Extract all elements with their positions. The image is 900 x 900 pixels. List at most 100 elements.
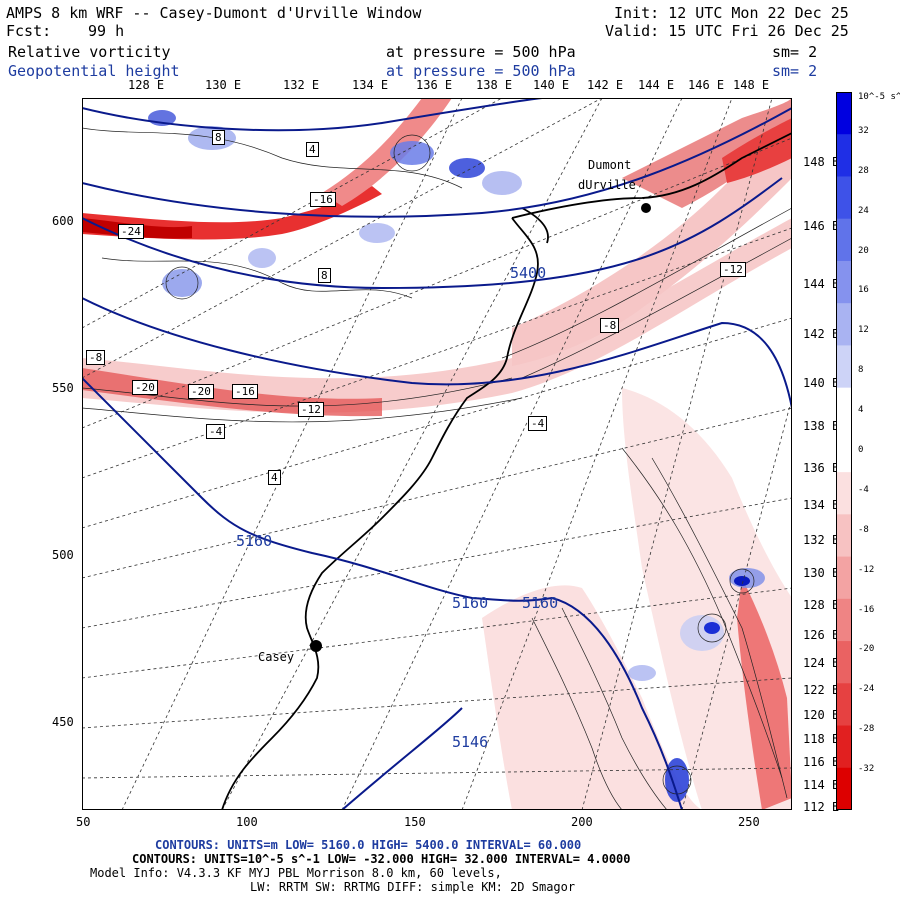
station-label-durville: dUrville <box>578 178 636 192</box>
top-lon-label: 142 E <box>587 78 624 92</box>
colorbar-tick-label: -32 <box>858 764 875 775</box>
right-lon-label: 134 E <box>803 498 840 512</box>
colorbar-tick-label: -28 <box>858 724 875 735</box>
right-lon-label: 128 E <box>803 598 840 612</box>
vorticity-label: -20 <box>188 384 214 399</box>
plot-title: AMPS 8 km WRF -- Casey-Dumont d'Urville … <box>6 4 422 22</box>
top-lon-label: 134 E <box>352 78 389 92</box>
left-tick-label: 450 <box>52 715 74 729</box>
right-lon-label: 118 E <box>803 732 840 746</box>
right-lon-label: 120 E <box>803 708 840 722</box>
vorticity-label: -12 <box>298 402 324 417</box>
colorbar-cell <box>836 472 852 515</box>
vorticity-label: -8 <box>600 318 620 333</box>
vorticity-label: 4 <box>306 142 319 157</box>
right-lon-label: 136 E <box>803 461 840 475</box>
colorbar-tick-label: 28 <box>858 165 869 176</box>
bottom-tick-label: 100 <box>236 815 258 829</box>
height-contour-label: 5160 <box>452 594 489 612</box>
height-contour-label: 5160 <box>236 532 273 550</box>
vorticity-label: 8 <box>318 268 331 283</box>
colorbar-cell <box>836 260 852 304</box>
height-contour-label: 5146 <box>452 733 489 751</box>
colorbar-tick-label: -24 <box>858 684 875 695</box>
colorbar-unit: 10^-5 s^-1 <box>858 92 900 102</box>
colorbar-cell <box>836 767 852 810</box>
right-lon-label: 122 E <box>803 683 840 697</box>
footer-physics: LW: RRTM SW: RRTMG DIFF: simple KM: 2D S… <box>250 880 576 894</box>
field1-smoothing: sm= 2 <box>772 43 818 61</box>
colorbar-cell <box>836 514 852 558</box>
colorbar-tick-label: -20 <box>858 644 875 655</box>
vorticity-label: -16 <box>232 384 258 399</box>
right-lon-label: 116 E <box>803 755 840 769</box>
field2-level: at pressure = 500 hPa <box>386 62 576 80</box>
bottom-tick-label: 200 <box>571 815 593 829</box>
casey-station-marker <box>310 640 322 652</box>
right-lon-label: 138 E <box>803 419 840 433</box>
top-lon-label: 146 E <box>688 78 725 92</box>
right-lon-label: 124 E <box>803 656 840 670</box>
colorbar-cell <box>836 725 852 769</box>
colorbar-tick-label: 20 <box>858 245 869 256</box>
top-lon-label: 130 E <box>205 78 242 92</box>
valid-time: Valid: 15 UTC Fri 26 Dec 25 <box>605 22 849 40</box>
init-time: Init: 12 UTC Mon 22 Dec 25 <box>614 4 849 22</box>
top-lon-label: 140 E <box>533 78 570 92</box>
right-lon-label: 114 E <box>803 778 840 792</box>
top-lon-label: 132 E <box>283 78 320 92</box>
left-tick-label: 500 <box>52 548 74 562</box>
colorbar-cell <box>836 218 852 262</box>
colorbar-cell <box>836 345 852 389</box>
vorticity-label: 8 <box>212 130 225 145</box>
vorticity-label: -16 <box>310 192 336 207</box>
top-lon-label: 128 E <box>128 78 165 92</box>
forecast-hour: 99 h <box>88 22 125 40</box>
vorticity-label: -4 <box>528 416 548 431</box>
colorbar-cell <box>836 387 852 431</box>
right-lon-label: 132 E <box>803 533 840 547</box>
colorbar-cell <box>836 176 852 220</box>
right-lon-label: 140 E <box>803 376 840 390</box>
forecast-label: Fcst: <box>6 22 52 40</box>
vorticity-label: -12 <box>720 262 746 277</box>
top-lon-label: 148 E <box>733 78 770 92</box>
top-lon-label: 138 E <box>476 78 513 92</box>
colorbar-tick-label: 4 <box>858 405 864 416</box>
right-lon-label: 112 E <box>803 800 840 814</box>
field1-name: Relative vorticity <box>8 43 171 61</box>
station-label-casey: Casey <box>258 650 295 664</box>
colorbar-cell <box>836 134 852 177</box>
right-lon-label: 148 E <box>803 155 840 169</box>
vorticity-label: -24 <box>118 224 144 239</box>
height-contour-label: 5160 <box>522 594 559 612</box>
vorticity-colorbar <box>836 92 852 810</box>
bottom-tick-label: 250 <box>738 815 760 829</box>
footer-vorticity-contours: CONTOURS: UNITS=10^-5 s^-1 LOW= -32.000 … <box>132 852 631 866</box>
colorbar-cell <box>836 429 852 473</box>
colorbar-tick-label: 12 <box>858 325 869 336</box>
colorbar-tick-label: -16 <box>858 604 875 615</box>
right-lon-label: 130 E <box>803 566 840 580</box>
colorbar-tick-label: -8 <box>858 524 869 535</box>
field1-level: at pressure = 500 hPa <box>386 43 576 61</box>
left-tick-label: 550 <box>52 381 74 395</box>
left-tick-label: 600 <box>52 214 74 228</box>
colorbar-tick-label: 32 <box>858 125 869 136</box>
negative-vorticity-shading <box>82 98 792 810</box>
colorbar-tick-label: -12 <box>858 564 875 575</box>
bottom-tick-label: 150 <box>404 815 426 829</box>
colorbar-cell <box>836 641 852 684</box>
right-lon-label: 146 E <box>803 219 840 233</box>
vorticity-contours <box>82 127 792 810</box>
right-lon-label: 142 E <box>803 327 840 341</box>
colorbar-tick-label: 24 <box>858 205 869 216</box>
vorticity-map <box>82 98 792 810</box>
right-lon-label: 144 E <box>803 277 840 291</box>
colorbar-tick-label: 16 <box>858 285 869 296</box>
field2-smoothing: sm= 2 <box>772 62 818 80</box>
height-contour-label: 5400 <box>510 264 547 282</box>
colorbar-tick-label: -4 <box>858 484 869 495</box>
vorticity-label: -20 <box>132 380 158 395</box>
coastline <box>221 132 792 810</box>
